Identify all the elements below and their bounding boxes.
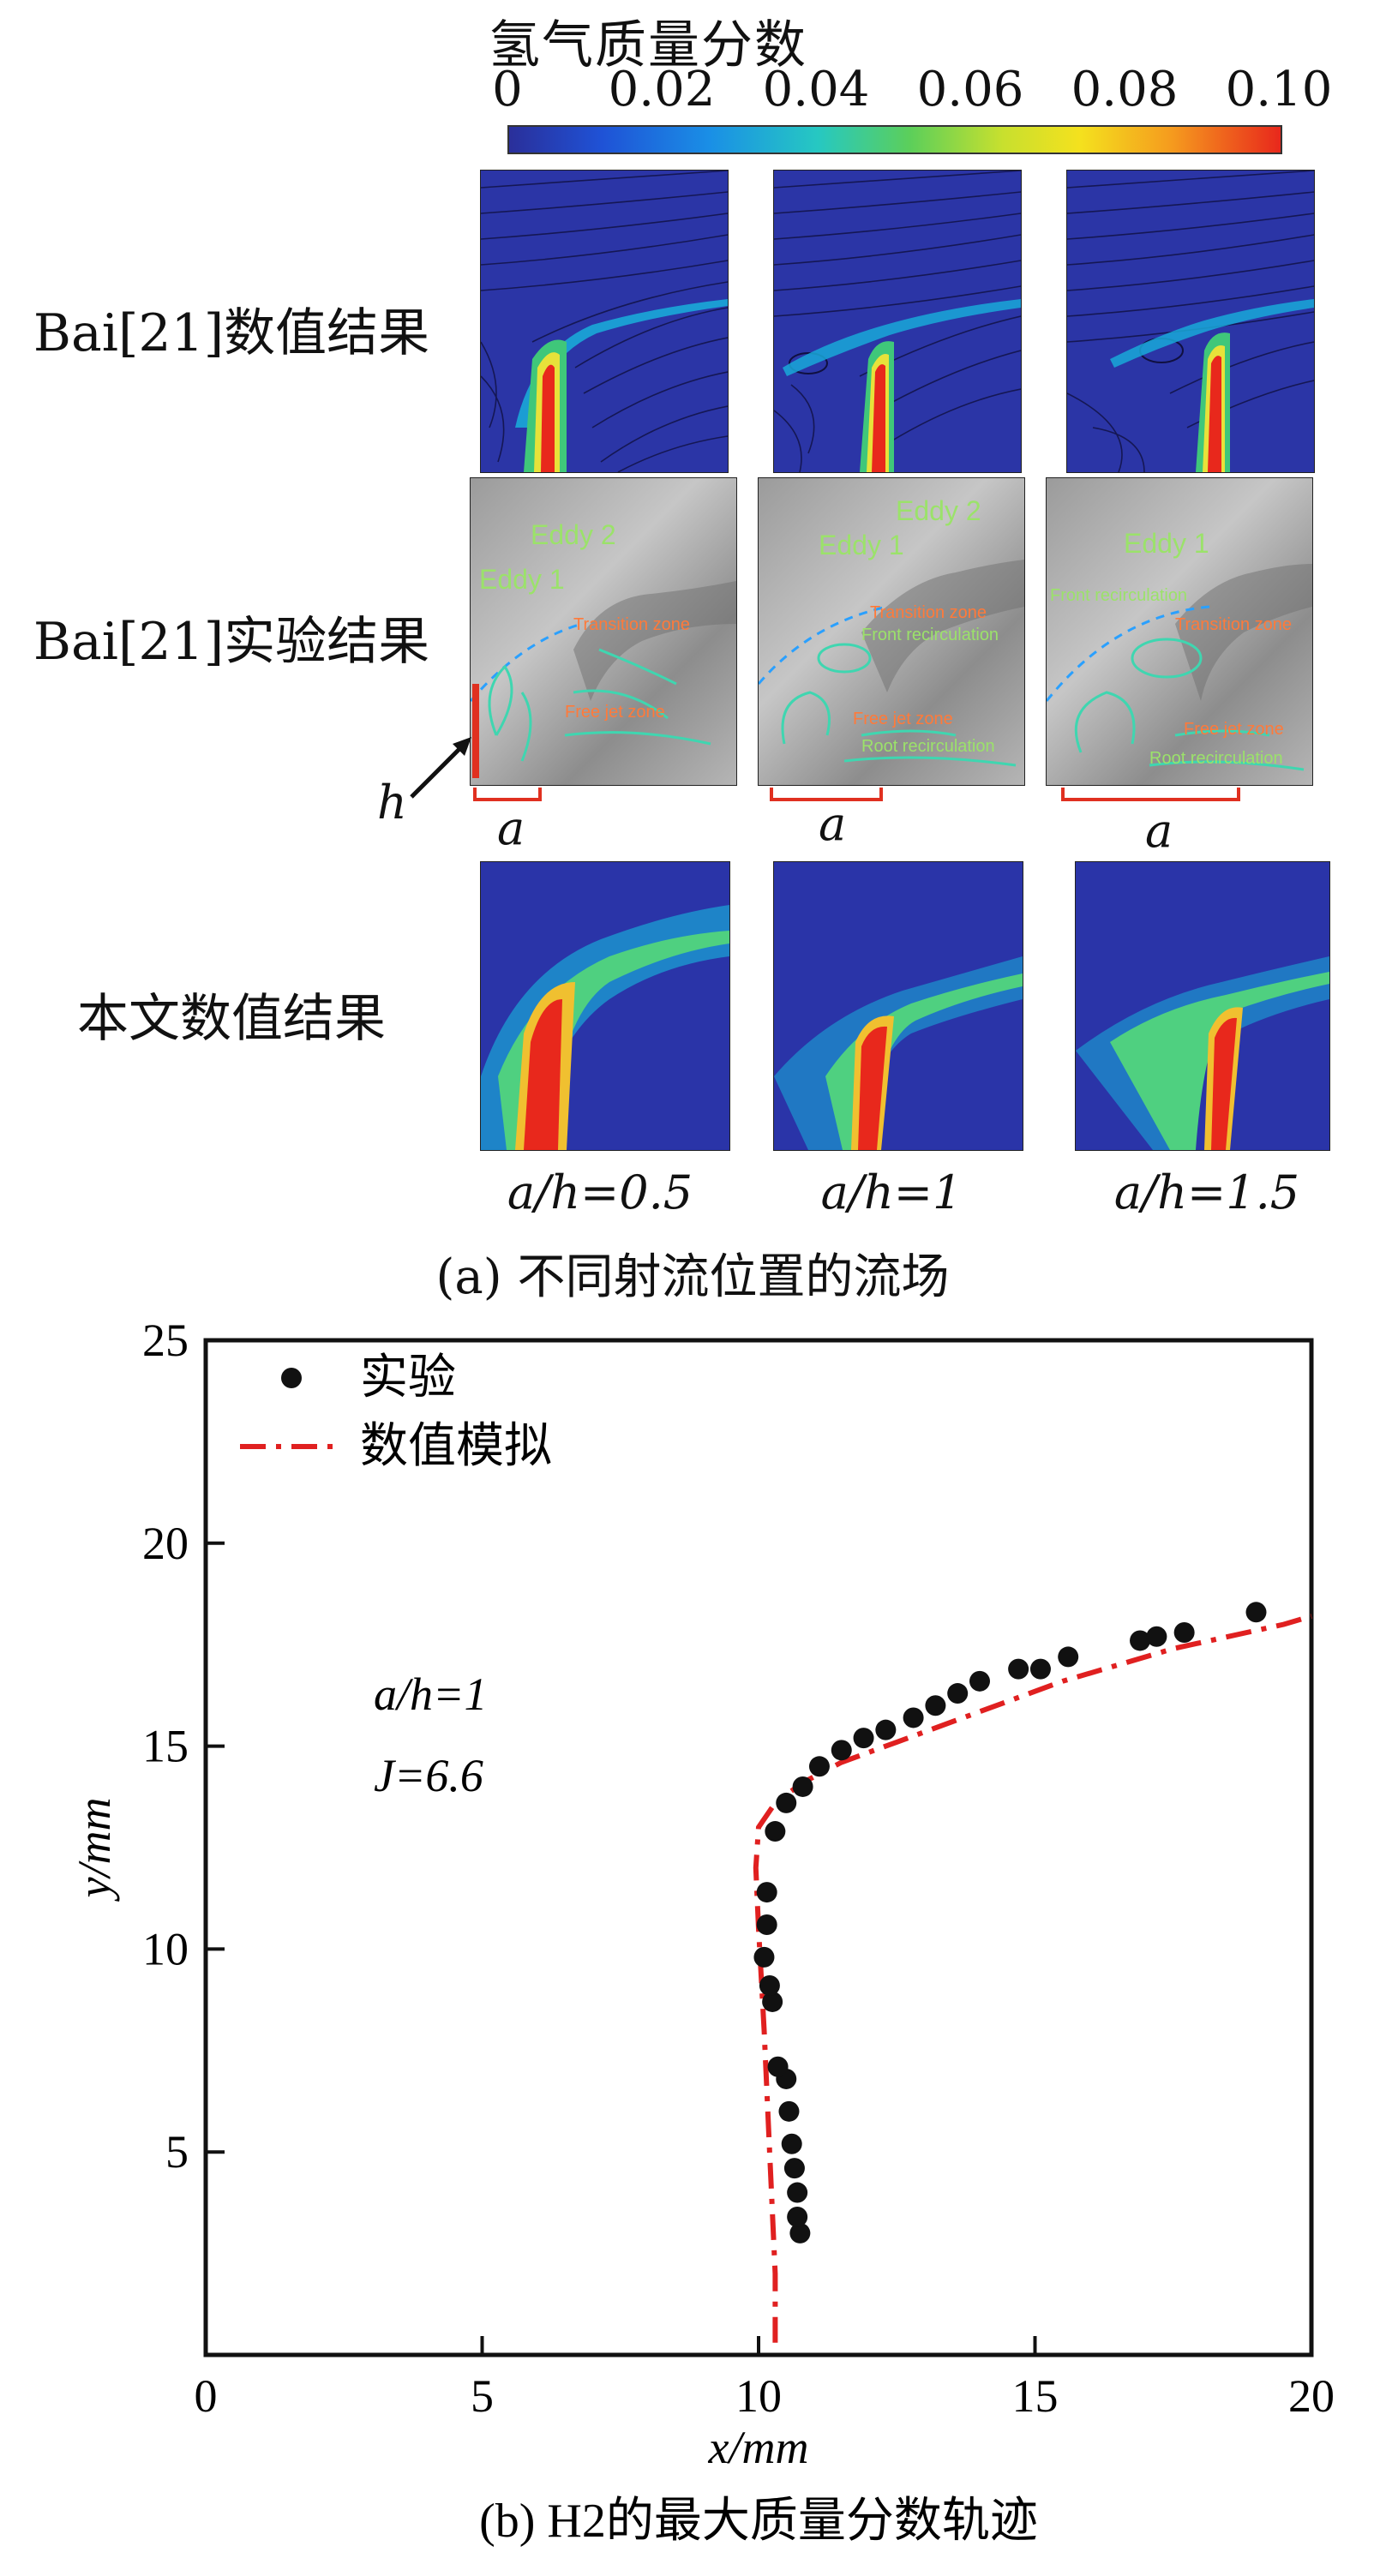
this-work-panel-3 xyxy=(1075,861,1330,1151)
chart-title: (b) H2的最大质量分数轨迹 xyxy=(479,2495,1038,2548)
colorbar-tick: 0.04 xyxy=(762,62,870,117)
y-tick-label: 25 xyxy=(142,1315,189,1366)
legend-label-experiment: 实验 xyxy=(360,1351,456,1405)
bai-numerical-panel-1 xyxy=(480,170,729,473)
anno-eddy1: Eddy 1 xyxy=(819,530,904,560)
bai-experiment-panel-2: Eddy 2 Eddy 1 Transition zone Front reci… xyxy=(758,477,1025,786)
experiment-point xyxy=(778,2100,800,2122)
x-tick-label: 5 xyxy=(471,2370,494,2422)
experiment-point xyxy=(1146,1626,1167,1647)
row-label-this-work: 本文数值结果 xyxy=(77,989,386,1049)
experiment-point xyxy=(1058,1646,1079,1668)
label-a: a xyxy=(819,797,847,851)
experiment-point xyxy=(947,1683,969,1704)
experiment-point xyxy=(792,1776,813,1797)
row-label-bai-numerical: Bai[21]数值结果 xyxy=(33,303,430,363)
experiment-point xyxy=(759,1975,780,1997)
anno-free-jet: Free jet zone xyxy=(853,710,953,728)
colorbar-tick: 0.06 xyxy=(916,62,1024,117)
experiment-point xyxy=(756,1882,777,1903)
annotation-j: J=6.6 xyxy=(374,1750,483,1801)
anno-front: Front recirculation xyxy=(1050,586,1188,605)
bai-numerical-panel-2 xyxy=(773,170,1022,473)
trajectory-chart: 0 5 10 15 20 5 10 15 20 25 x/mm y/mm (b) H2的最大质量分数轨迹… xyxy=(69,1315,1335,2548)
anno-root: Root recirculation xyxy=(861,737,995,756)
label-h: h xyxy=(377,776,407,830)
x-tick-label: 0 xyxy=(195,2370,218,2422)
anno-front: Front recirculation xyxy=(861,626,999,644)
plot-frame xyxy=(203,1338,1314,2357)
experiment-point xyxy=(1130,1630,1151,1651)
colorbar-tick: 0.02 xyxy=(608,62,716,117)
experiment-point xyxy=(969,1670,990,1692)
experiment-point xyxy=(787,2206,808,2227)
this-work-panel-2 xyxy=(773,861,1023,1151)
anno-transition: Transition zone xyxy=(870,603,987,622)
ratio-label: a/h=1.5 xyxy=(1113,1165,1300,1219)
experiment-point xyxy=(767,2056,789,2077)
a-brackets xyxy=(473,788,1240,801)
y-tick-label: 10 xyxy=(142,1923,189,1974)
experiment-point xyxy=(787,2182,808,2203)
legend-label-simulation: 数值模拟 xyxy=(360,1420,552,1473)
bai-experiment-panel-1: Eddy 2 Eddy 1 Transition zone Free jet z… xyxy=(470,477,737,786)
ratio-label: a/h=0.5 xyxy=(507,1165,693,1219)
experiment-point xyxy=(831,1740,852,1761)
x-tick-label: 10 xyxy=(735,2370,782,2422)
y-axis-label: y/mm xyxy=(69,1798,120,1902)
anno-eddy1: Eddy 1 xyxy=(479,564,565,595)
colorbar-tick: 0 xyxy=(492,62,523,117)
anno-eddy2: Eddy 2 xyxy=(531,519,616,550)
x-tick-label: 15 xyxy=(1012,2370,1059,2422)
anno-transition: Transition zone xyxy=(573,615,690,634)
experiment-point xyxy=(1029,1658,1051,1680)
experiment-point xyxy=(753,1946,775,1968)
bai-experiment-panel-3: Eddy 1 Front recirculation Transition zo… xyxy=(1046,477,1313,786)
experiment-point xyxy=(925,1695,946,1716)
row-label-bai-experiment: Bai[21]实验结果 xyxy=(33,612,430,672)
label-a: a xyxy=(1145,804,1173,858)
anno-root: Root recirculation xyxy=(1149,749,1283,768)
experiment-point xyxy=(783,2158,805,2179)
experiment-point xyxy=(903,1707,924,1728)
label-a: a xyxy=(497,801,525,855)
experiment-point xyxy=(762,1991,783,2012)
experiment-point xyxy=(1173,1621,1195,1643)
anno-free-jet: Free jet zone xyxy=(565,703,665,722)
experiment-point xyxy=(756,1914,777,1935)
experiment-point xyxy=(765,1821,786,1842)
experiment-point xyxy=(776,1792,797,1813)
y-tick-label: 20 xyxy=(142,1518,189,1569)
simulation-line xyxy=(753,1614,1312,2343)
experiment-point xyxy=(875,1719,897,1740)
experiment-point xyxy=(853,1728,874,1749)
x-tick-label: 20 xyxy=(1288,2370,1335,2422)
anno-transition: Transition zone xyxy=(1175,615,1292,634)
experiment-point xyxy=(781,2133,802,2154)
bai-numerical-panel-3 xyxy=(1066,170,1315,473)
x-axis-label: x/mm xyxy=(708,2422,809,2473)
colorbar-title: 氢气质量分数 xyxy=(489,15,807,75)
anno-eddy1: Eddy 1 xyxy=(1124,528,1209,559)
this-work-panel-1 xyxy=(480,861,730,1151)
experiment-point xyxy=(1245,1602,1267,1623)
legend-marker-experiment xyxy=(281,1368,302,1388)
y-tick-label: 15 xyxy=(142,1721,189,1772)
experiment-point xyxy=(1008,1658,1029,1680)
colorbar-tick: 0.08 xyxy=(1071,62,1179,117)
y-tick-label: 5 xyxy=(165,2126,189,2178)
experiment-point xyxy=(789,2222,811,2244)
ratio-label: a/h=1 xyxy=(820,1165,963,1219)
experiment-point xyxy=(808,1756,830,1777)
colorbar-tick: 0.10 xyxy=(1225,62,1333,117)
anno-eddy2: Eddy 2 xyxy=(896,495,981,526)
caption-a: (a) 不同射流位置的流场 xyxy=(435,1249,950,1305)
anno-free-jet: Free jet zone xyxy=(1184,720,1284,739)
annotation-ratio: a/h=1 xyxy=(374,1668,487,1720)
h-arrow xyxy=(410,737,471,799)
colorbar-gradient xyxy=(507,125,1282,154)
